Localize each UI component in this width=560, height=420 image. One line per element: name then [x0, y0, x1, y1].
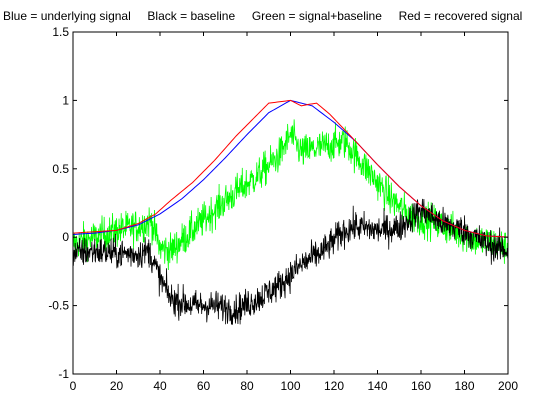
x-tick-label: 160: [411, 379, 431, 393]
series-line-ff0000: [72, 99, 509, 238]
x-tick-label: 120: [324, 379, 344, 393]
plot-frame: [72, 31, 509, 375]
y-tick-label: -1: [58, 367, 69, 381]
y-tick-label: 1: [62, 93, 69, 107]
x-tick-label: 180: [454, 379, 474, 393]
x-tick-label: 80: [240, 379, 254, 393]
plot-area: [72, 31, 509, 375]
x-tick-label: 40: [153, 379, 167, 393]
x-tick-label: 140: [367, 379, 387, 393]
x-tick-label: 200: [498, 379, 518, 393]
y-tick-label: 0.5: [52, 162, 69, 176]
chart-title: Blue = underlying signal Black = baselin…: [3, 9, 523, 23]
x-tick-label: 100: [280, 379, 300, 393]
series-line-00ff00: [72, 119, 509, 270]
y-tick-label: 0: [62, 230, 69, 244]
x-tick-label: 20: [110, 379, 124, 393]
x-tick-label: 60: [197, 379, 211, 393]
y-tick-label: -0.5: [48, 299, 69, 313]
series-line-000000: [72, 198, 509, 325]
x-tick-label: 0: [70, 379, 77, 393]
y-tick-label: 1.5: [52, 25, 69, 39]
